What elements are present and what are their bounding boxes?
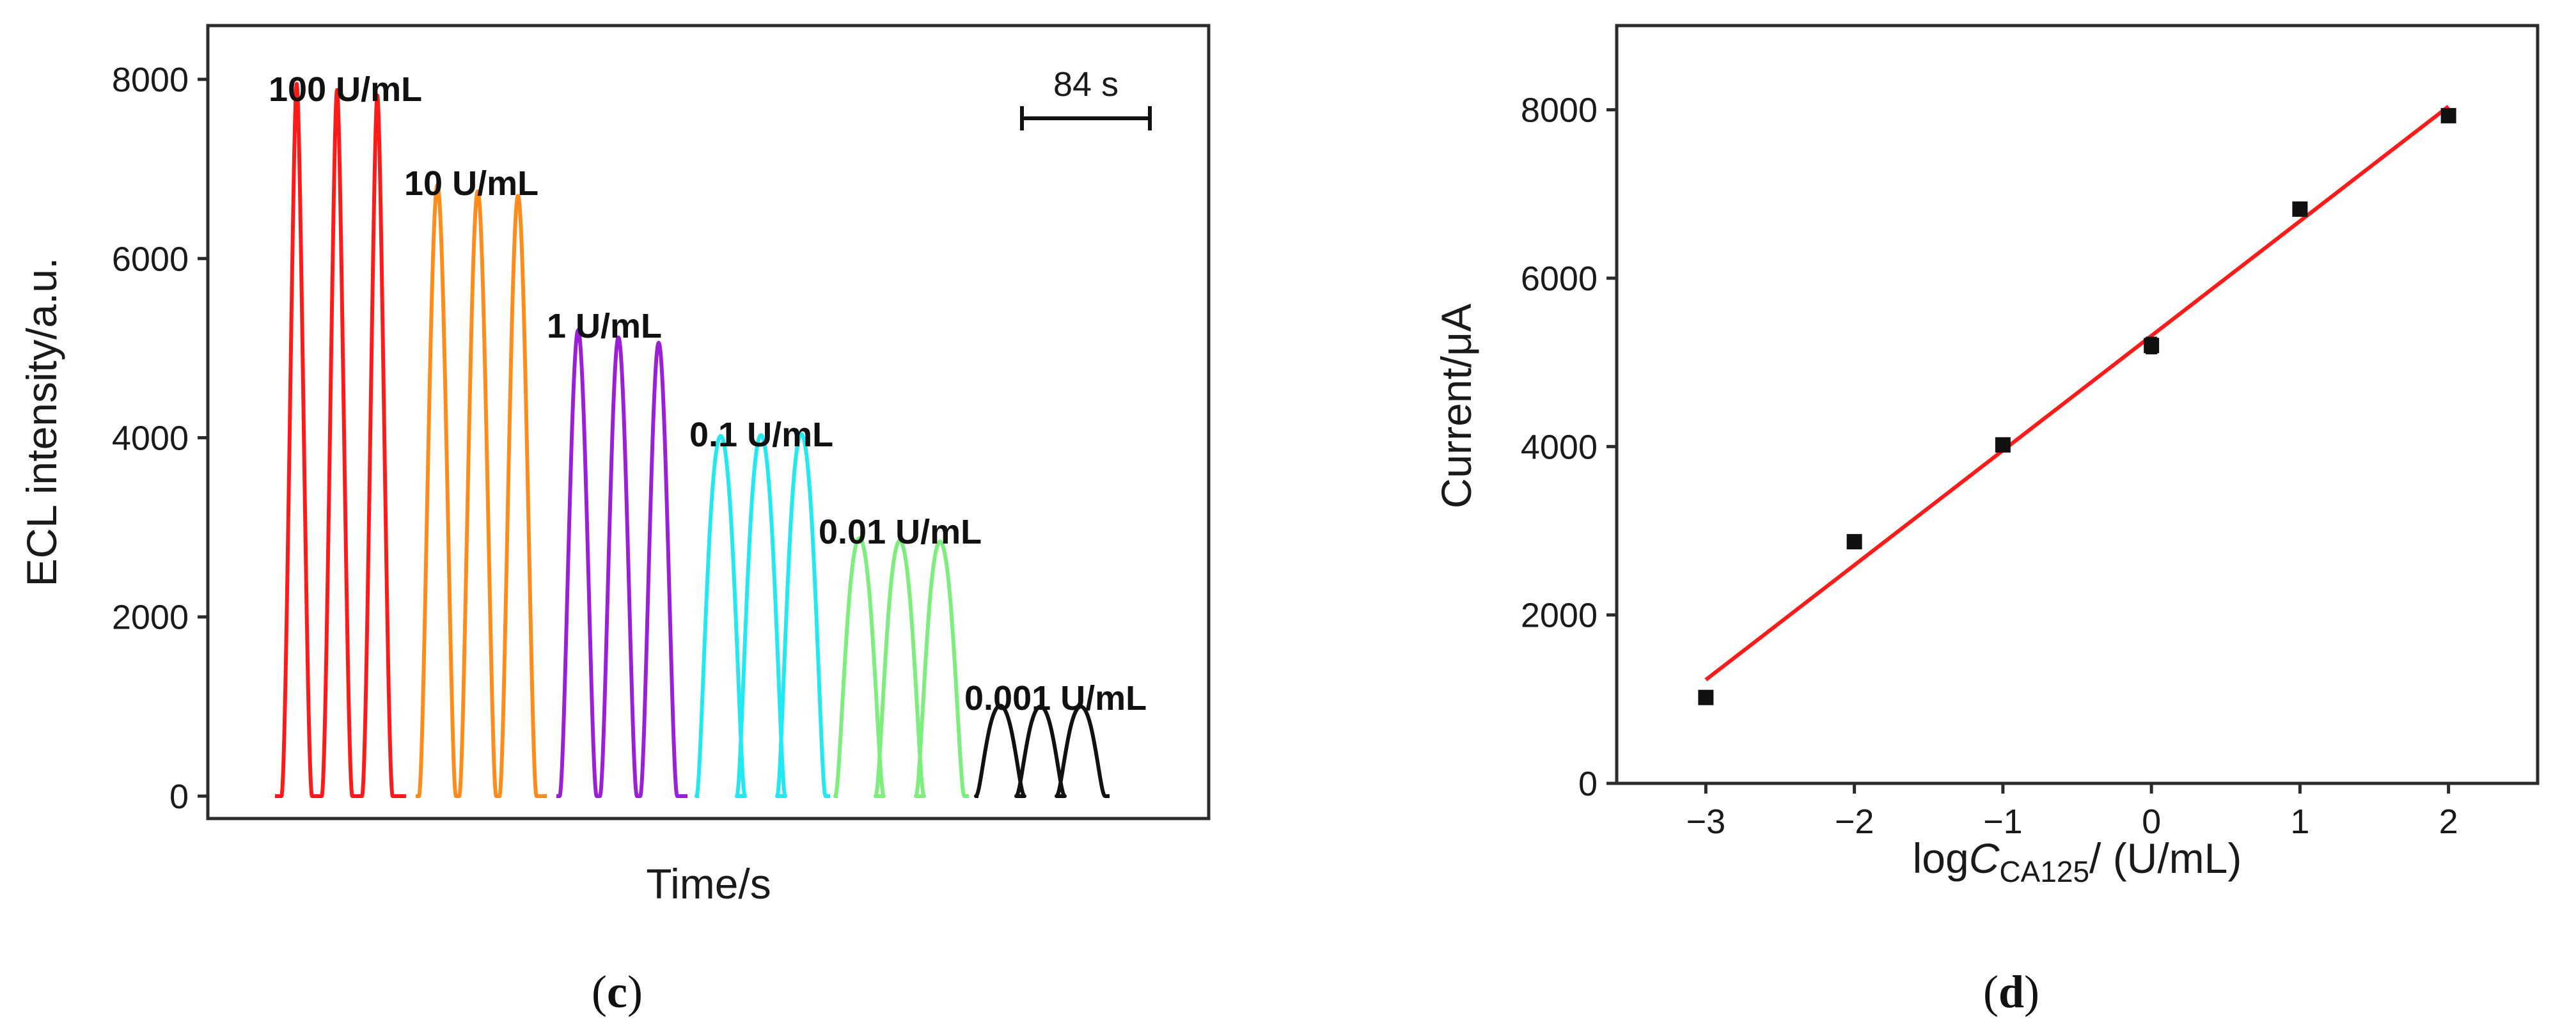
ecl-trace [275,82,406,798]
time-scale-bar: 84 s [1020,65,1152,130]
ecl-trace [833,536,969,798]
data-point [2144,338,2160,354]
calibration-x-tick-label: −3 [1686,803,1726,841]
calibration-data-points [1698,107,2456,705]
calibration-x-tick-label: 0 [2142,803,2161,841]
xlabel-subscript: CA125 [1999,855,2089,888]
calibration-y-axis: 0 2000 4000 6000 8000 [1521,91,1617,803]
calibration-chart: 0 2000 4000 6000 8000 −3 −2 −1 0 1 2 logCCA125/ (… [1433,24,2540,888]
concentration-label: 0.001 U/mL [964,679,1147,717]
calibration-y-tick-label: 8000 [1521,91,1598,130]
caption-c: (c) [592,966,643,1017]
ecl-y-axis-label: ECL intensity/a.u. [18,258,65,587]
calibration-y-tick-label: 6000 [1521,260,1598,298]
ecl-y-tick-label: 8000 [112,61,189,99]
ecl-traces [275,82,1110,798]
ecl-chart-frame [206,24,1211,820]
xlabel-variable: C [1969,835,2000,882]
ecl-y-tick-label: 6000 [112,240,189,278]
data-point [1698,689,1714,705]
ecl-y-tick-label: 4000 [112,419,189,458]
ecl-intensity-chart: 0 2000 4000 6000 8000 100 U/mL 10 U/mL 1 U/mL 0… [18,24,1211,907]
caption-d: (d) [1983,966,2039,1017]
calibration-x-tick-label: 2 [2439,803,2458,841]
data-point [1846,534,1862,550]
calibration-x-axis-label: logCCA125/ (U/mL) [1913,835,2242,888]
scale-bar-label: 84 s [1053,65,1119,104]
ecl-y-axis: 0 2000 4000 6000 8000 [112,61,208,816]
concentration-label: 0.01 U/mL [819,513,982,551]
calibration-y-axis-label: Current/μA [1433,304,1480,508]
ecl-trace [416,183,547,798]
calibration-x-tick-label: −1 [1983,803,2023,841]
caption-d-letter: d [1999,966,2024,1017]
xlabel-prefix: log [1913,835,1969,882]
ecl-trace [974,703,1110,798]
concentration-label: 0.1 U/mL [689,416,833,454]
concentration-label: 1 U/mL [547,307,662,345]
calibration-y-tick-label: 4000 [1521,428,1598,466]
data-point [2440,107,2456,123]
ecl-y-tick-label: 2000 [112,599,189,637]
linear-fit-line [1704,105,2450,682]
ecl-concentration-labels: 100 U/mL 10 U/mL 1 U/mL 0.1 U/mL 0.01 U/mL 0.… [269,70,1147,717]
concentration-label: 10 U/mL [404,164,538,203]
caption-c-letter: c [607,966,627,1017]
calibration-y-tick-label: 2000 [1521,597,1598,635]
calibration-x-tick-label: 1 [2290,803,2309,841]
ecl-trace [695,432,830,798]
xlabel-suffix: / (U/mL) [2089,835,2242,882]
ecl-y-tick-label: 0 [169,778,189,816]
calibration-x-axis: −3 −2 −1 0 1 2 [1686,783,2458,841]
data-point [2292,201,2308,217]
ecl-x-axis-label: Time/s [646,860,771,907]
calibration-x-tick-label: −2 [1835,803,1874,841]
ecl-trace [556,328,687,798]
data-point [1995,437,2011,453]
calibration-y-tick-label: 0 [1578,765,1598,803]
concentration-label: 100 U/mL [269,70,422,109]
calibration-chart-frame [1615,24,2540,785]
